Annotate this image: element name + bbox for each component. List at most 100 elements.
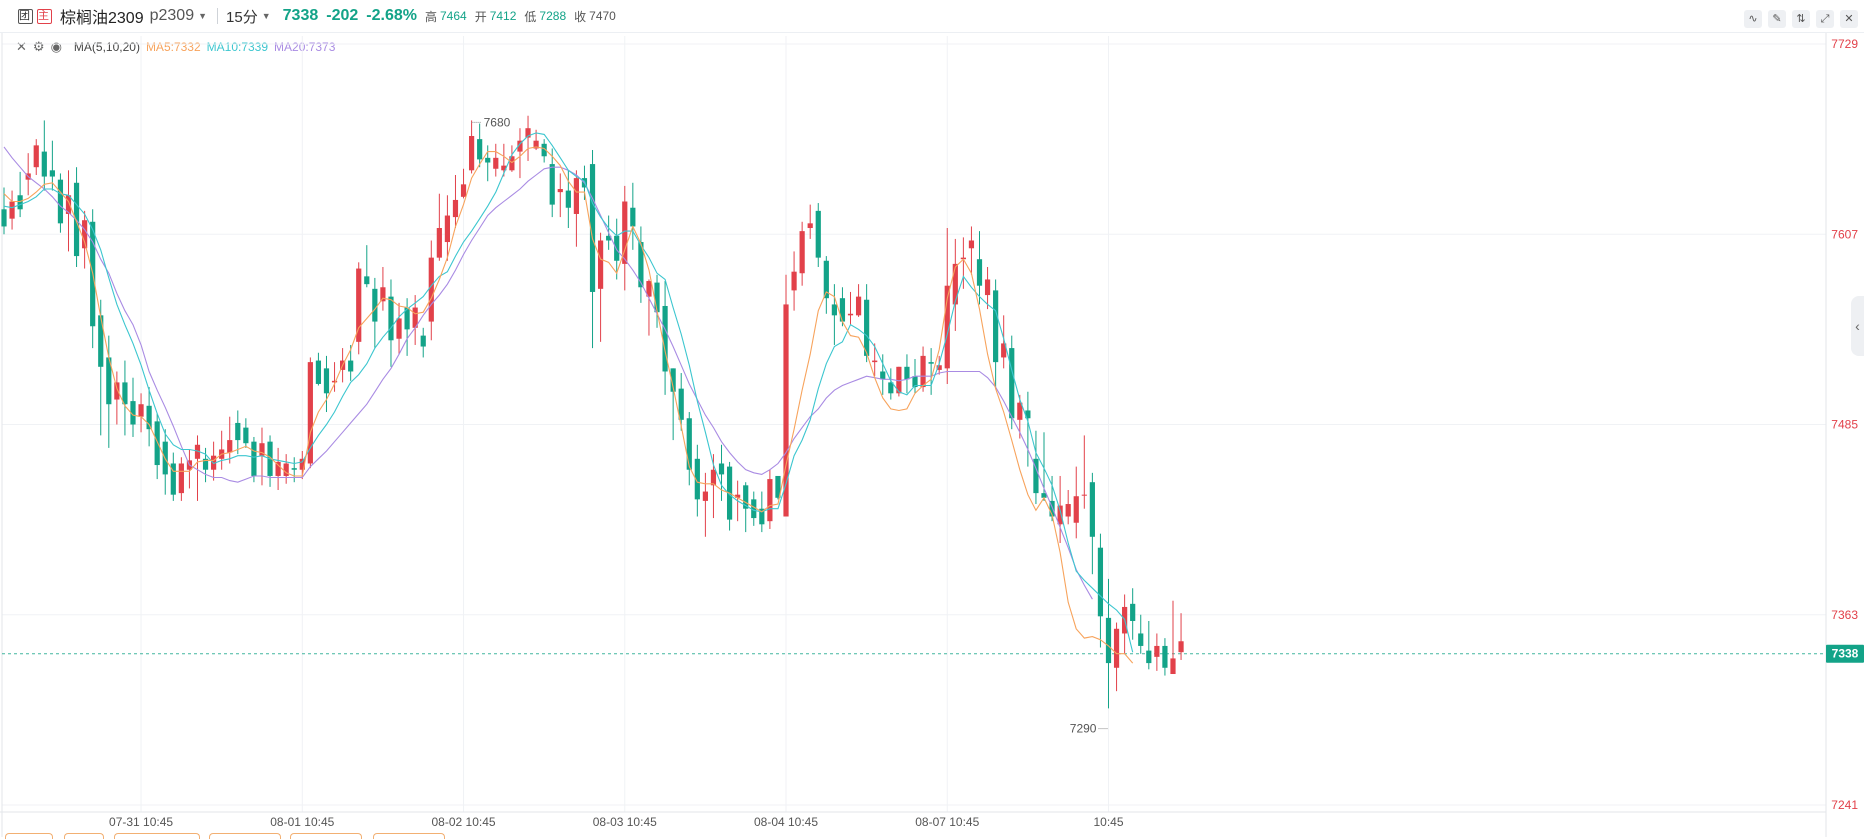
candle-body — [702, 491, 708, 501]
candle-body — [178, 463, 184, 494]
candle-body — [420, 335, 426, 347]
candle-body — [694, 458, 700, 500]
x-tick-label: 08-01 10:45 — [270, 815, 334, 829]
bottom-tab[interactable] — [114, 833, 200, 839]
candle-body — [751, 499, 757, 519]
candle-body — [912, 376, 918, 388]
candle-body — [98, 315, 104, 367]
candle-body — [1170, 658, 1176, 675]
candle-body — [597, 240, 604, 289]
high-value: 7464 — [439, 9, 467, 23]
candle-body — [356, 268, 362, 342]
candle-body — [799, 231, 805, 274]
candle-body — [388, 296, 394, 341]
symbol-code[interactable]: p2309 — [149, 7, 195, 24]
y-tick-label: 7241 — [1831, 798, 1858, 812]
bottom-tab[interactable] — [5, 833, 53, 839]
bottom-tab[interactable] — [373, 833, 445, 839]
candle-body — [839, 298, 846, 322]
current-price-tag — [1826, 644, 1864, 663]
y-tick-label: 7363 — [1831, 608, 1858, 622]
candle-body — [1097, 547, 1104, 617]
candle-body — [372, 288, 378, 322]
indicator-icon[interactable]: ∿ — [1744, 10, 1762, 28]
ma10-line — [3, 132, 1134, 653]
x-tick-label: 10:45 — [1093, 815, 1123, 829]
period-dropdown-icon[interactable]: ▼ — [261, 11, 271, 21]
candle-body — [49, 170, 55, 177]
candle-body — [525, 128, 531, 138]
candle-body — [485, 157, 491, 163]
expand-icon[interactable]: ⤢ — [1816, 10, 1834, 28]
visibility-icon[interactable]: ◉ — [50, 39, 62, 54]
candle-body — [65, 195, 72, 214]
candle-body — [468, 136, 475, 171]
candle-body — [1033, 458, 1039, 494]
high-marker-label: 7680 — [484, 115, 511, 129]
candle-body — [396, 318, 402, 339]
candle-body — [872, 360, 878, 363]
x-tick-label: 08-04 10:45 — [754, 815, 818, 829]
y-tick-label: 7607 — [1831, 227, 1858, 241]
draw-icon[interactable]: ✎ — [1768, 10, 1786, 28]
candle-body — [1049, 500, 1055, 517]
group-icon[interactable]: 团 — [18, 8, 33, 24]
candle-body — [944, 285, 950, 369]
y-tick-label: 7485 — [1831, 418, 1858, 432]
candle-body — [807, 223, 813, 229]
candle-body — [549, 164, 555, 205]
settings-icon[interactable]: ⚙ — [32, 39, 45, 54]
candle-body — [1041, 493, 1047, 498]
symbol-name[interactable]: 棕榈油2309 — [60, 10, 144, 27]
candle-body — [1178, 641, 1184, 653]
candle-body — [847, 313, 854, 316]
side-panel-toggle-icon[interactable]: ‹ — [1851, 296, 1864, 356]
candle-body — [1113, 628, 1120, 668]
chart-toolbar: ∿ ✎ ⇅ ⤢ ✕ — [1744, 10, 1858, 28]
close-icon[interactable]: ✕ — [1840, 10, 1858, 28]
candle-body — [565, 190, 571, 208]
candle-body — [573, 178, 580, 214]
candle-body — [638, 242, 644, 288]
candle-body — [235, 422, 241, 441]
current-price-label: 7338 — [1832, 647, 1859, 661]
compare-icon[interactable]: ⇅ — [1792, 10, 1810, 28]
main-contract-icon[interactable]: 主 — [37, 8, 52, 24]
candle-body — [984, 279, 991, 296]
candle-body — [114, 382, 120, 400]
remove-indicator-icon[interactable]: ✕ — [16, 39, 27, 54]
candle-body — [1025, 410, 1031, 419]
y-tick-label: 7729 — [1831, 37, 1858, 51]
bottom-tab[interactable] — [64, 833, 104, 839]
bottom-tab[interactable] — [290, 833, 362, 839]
close-label: 收 — [574, 9, 587, 24]
ma5-line — [3, 146, 1134, 664]
candle-body — [1105, 617, 1112, 664]
candle-body — [275, 461, 281, 476]
candle-body — [82, 220, 88, 249]
candle-body — [952, 263, 958, 305]
candle-body — [194, 444, 201, 459]
candle-body — [41, 151, 47, 177]
bottom-tab[interactable] — [209, 833, 281, 839]
candle-body — [428, 257, 434, 322]
candle-body — [767, 479, 773, 522]
symbol-dropdown-icon[interactable]: ▼ — [198, 11, 208, 21]
close-value: 7470 — [589, 9, 616, 23]
candle-body — [831, 304, 837, 316]
candle-body — [1, 209, 7, 227]
period-select[interactable]: 15分 — [226, 8, 258, 26]
candle-body — [493, 157, 499, 169]
candle-body — [57, 179, 64, 224]
candle-body — [888, 382, 894, 394]
candle-body — [1130, 603, 1136, 621]
header-bar: 团 主 棕榈油2309 p2309 ▼ 15分 ▼ 7338 -202 -2.6… — [0, 0, 1864, 33]
candle-body — [557, 189, 563, 193]
candle-body — [380, 287, 386, 302]
candle-body — [710, 469, 717, 486]
open-label: 开 — [474, 9, 487, 24]
candle-body — [477, 139, 483, 160]
candle-body — [783, 304, 789, 517]
candle-body — [968, 240, 975, 249]
